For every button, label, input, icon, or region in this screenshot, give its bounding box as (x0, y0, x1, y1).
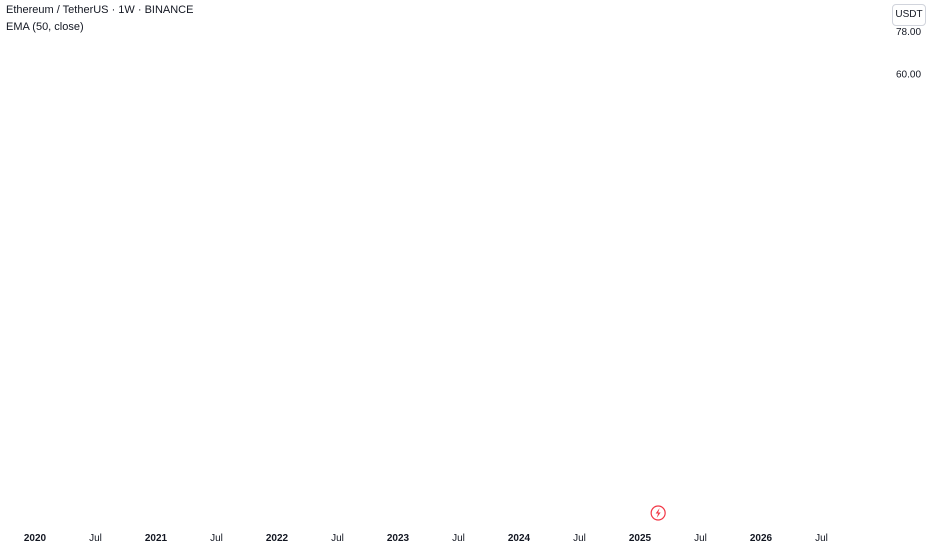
lightning-icon[interactable] (650, 505, 666, 521)
x-tick-label: 2020 (24, 533, 47, 544)
x-tick-label: Jul (210, 533, 223, 544)
x-tick-label: 2025 (629, 533, 652, 544)
x-tick-label: 2021 (145, 533, 168, 544)
x-tick-label: Jul (331, 533, 344, 544)
x-tick-label: 2026 (750, 533, 773, 544)
x-tick-label: Jul (573, 533, 586, 544)
x-tick-label: Jul (452, 533, 465, 544)
x-tick-label: Jul (815, 533, 828, 544)
y-tick-label: 78.00 (896, 27, 921, 38)
indicator-legend[interactable]: EMA (50, close) (6, 21, 84, 33)
lightning-icon-bolt (655, 508, 661, 518)
chart-title: Ethereum / TetherUS · 1W · BINANCE (6, 4, 194, 16)
currency-selector[interactable]: USDT (892, 4, 926, 26)
x-tick-label: Jul (89, 533, 102, 544)
x-tick-label: 2022 (266, 533, 289, 544)
x-tick-label: 2023 (387, 533, 410, 544)
x-tick-label: 2024 (508, 533, 531, 544)
y-tick-label: 60.00 (896, 70, 921, 81)
x-tick-label: Jul (694, 533, 707, 544)
